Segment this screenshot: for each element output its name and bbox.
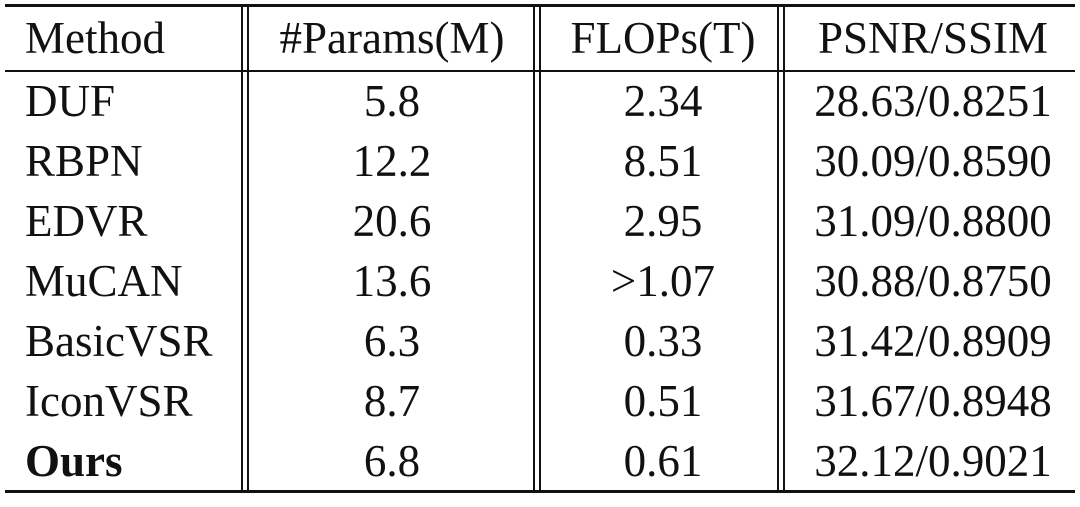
cell-psnr-ssim: 31.67/0.8948 <box>814 376 1052 426</box>
cell-params: 6.3 <box>363 316 421 366</box>
cell-method: RBPN <box>25 136 143 186</box>
cell-psnr-ssim: 32.12/0.9021 <box>814 436 1052 486</box>
cell-params: 20.6 <box>352 196 432 246</box>
cell-psnr-ssim: 30.88/0.8750 <box>814 256 1052 306</box>
cell-params: 8.7 <box>363 376 421 426</box>
cell-params: 5.8 <box>363 76 421 126</box>
cell-method: DUF <box>25 76 116 126</box>
cell-method: EDVR <box>25 196 148 246</box>
column-divider <box>241 4 243 493</box>
column-divider <box>539 4 541 493</box>
cell-flops: 0.61 <box>623 436 703 486</box>
cell-flops: 8.51 <box>623 136 703 186</box>
cell-params: 12.2 <box>352 136 432 186</box>
cell-method: IconVSR <box>25 376 193 426</box>
cell-params: 6.8 <box>363 436 421 486</box>
cell-params: 13.6 <box>352 256 432 306</box>
cell-flops: 2.95 <box>623 196 703 246</box>
column-divider <box>783 4 785 493</box>
header-method: Method <box>25 13 165 63</box>
comparison-table: Method #Params(M) FLOPs(T) PSNR/SSIM DUF… <box>5 4 1075 494</box>
column-divider <box>247 4 249 493</box>
header-psnr-ssim: PSNR/SSIM <box>817 13 1049 63</box>
cell-method: MuCAN <box>25 256 183 306</box>
cell-method: BasicVSR <box>25 316 213 366</box>
cell-psnr-ssim: 31.09/0.8800 <box>814 196 1052 246</box>
cell-flops: 0.51 <box>623 376 703 426</box>
cell-flops: 2.34 <box>623 76 703 126</box>
cell-method-ours: Ours <box>25 436 123 486</box>
cell-flops: 0.33 <box>623 316 703 366</box>
cell-flops: >1.07 <box>610 256 716 306</box>
header-params: #Params(M) <box>279 13 505 63</box>
header-flops: FLOPs(T) <box>570 13 756 63</box>
column-divider <box>533 4 535 493</box>
cell-psnr-ssim: 31.42/0.8909 <box>814 316 1052 366</box>
cell-psnr-ssim: 28.63/0.8251 <box>814 76 1052 126</box>
cell-psnr-ssim: 30.09/0.8590 <box>814 136 1052 186</box>
column-divider <box>777 4 779 493</box>
